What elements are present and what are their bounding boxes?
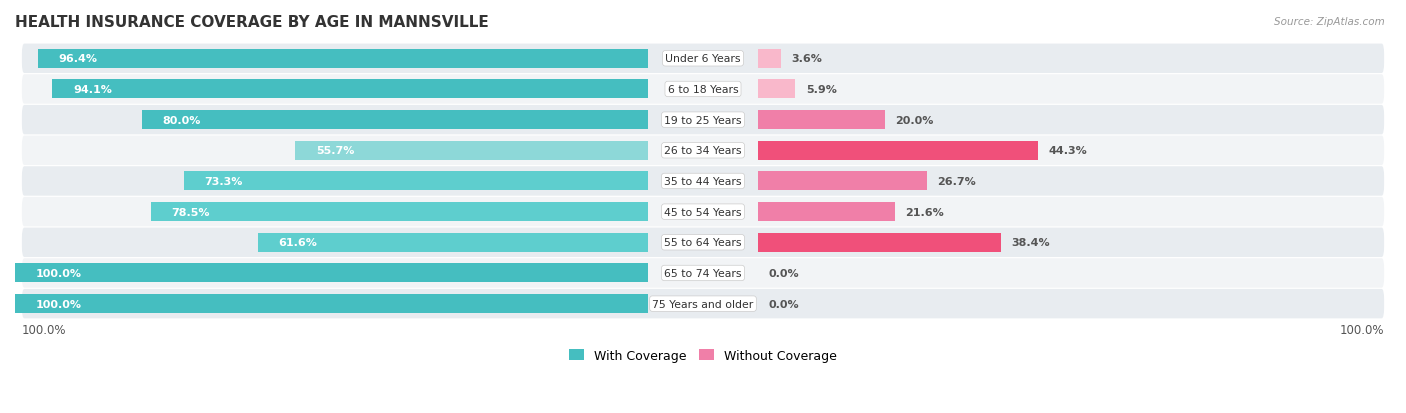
Text: 75 Years and older: 75 Years and older — [652, 299, 754, 309]
Text: 44.3%: 44.3% — [1049, 146, 1087, 156]
Text: 100.0%: 100.0% — [35, 268, 82, 278]
Text: 73.3%: 73.3% — [205, 176, 243, 187]
Text: 100.0%: 100.0% — [1340, 323, 1384, 336]
Text: Under 6 Years: Under 6 Years — [665, 54, 741, 64]
Text: 19 to 25 Years: 19 to 25 Years — [664, 115, 742, 125]
FancyBboxPatch shape — [22, 197, 1384, 227]
Bar — [259, 233, 648, 252]
Text: 65 to 74 Years: 65 to 74 Years — [664, 268, 742, 278]
Legend: With Coverage, Without Coverage: With Coverage, Without Coverage — [564, 344, 842, 367]
FancyBboxPatch shape — [22, 259, 1384, 288]
FancyBboxPatch shape — [22, 75, 1384, 104]
Text: 55.7%: 55.7% — [316, 146, 354, 156]
Text: 26.7%: 26.7% — [938, 176, 976, 187]
Text: 61.6%: 61.6% — [278, 238, 318, 248]
Text: Source: ZipAtlas.com: Source: ZipAtlas.com — [1274, 17, 1385, 26]
Text: HEALTH INSURANCE COVERAGE BY AGE IN MANNSVILLE: HEALTH INSURANCE COVERAGE BY AGE IN MANN… — [15, 15, 489, 30]
Text: 100.0%: 100.0% — [22, 323, 66, 336]
Bar — [758, 172, 927, 191]
Text: 5.9%: 5.9% — [806, 85, 837, 95]
FancyBboxPatch shape — [22, 45, 1384, 74]
Text: 78.5%: 78.5% — [172, 207, 211, 217]
FancyBboxPatch shape — [22, 228, 1384, 257]
Text: 6 to 18 Years: 6 to 18 Years — [668, 85, 738, 95]
Bar — [758, 233, 1001, 252]
Bar — [150, 203, 648, 222]
Text: 100.0%: 100.0% — [35, 299, 82, 309]
FancyBboxPatch shape — [22, 106, 1384, 135]
Text: 20.0%: 20.0% — [896, 115, 934, 125]
FancyBboxPatch shape — [22, 289, 1384, 318]
Bar — [758, 111, 884, 130]
Bar — [52, 80, 648, 99]
Text: 55 to 64 Years: 55 to 64 Years — [664, 238, 742, 248]
Bar — [184, 172, 648, 191]
Bar — [758, 203, 894, 222]
Text: 94.1%: 94.1% — [73, 85, 112, 95]
Bar — [15, 264, 648, 283]
Text: 0.0%: 0.0% — [768, 268, 799, 278]
Text: 3.6%: 3.6% — [792, 54, 823, 64]
Text: 80.0%: 80.0% — [162, 115, 201, 125]
Bar — [758, 141, 1039, 160]
FancyBboxPatch shape — [22, 167, 1384, 196]
Bar — [15, 294, 648, 313]
Bar — [758, 80, 796, 99]
Text: 35 to 44 Years: 35 to 44 Years — [664, 176, 742, 187]
FancyBboxPatch shape — [22, 136, 1384, 166]
Bar — [295, 141, 648, 160]
Text: 96.4%: 96.4% — [59, 54, 97, 64]
Text: 21.6%: 21.6% — [905, 207, 943, 217]
Text: 0.0%: 0.0% — [768, 299, 799, 309]
Text: 38.4%: 38.4% — [1011, 238, 1050, 248]
Text: 26 to 34 Years: 26 to 34 Years — [664, 146, 742, 156]
Bar — [38, 50, 648, 69]
Text: 45 to 54 Years: 45 to 54 Years — [664, 207, 742, 217]
Bar — [142, 111, 648, 130]
Bar — [758, 50, 780, 69]
